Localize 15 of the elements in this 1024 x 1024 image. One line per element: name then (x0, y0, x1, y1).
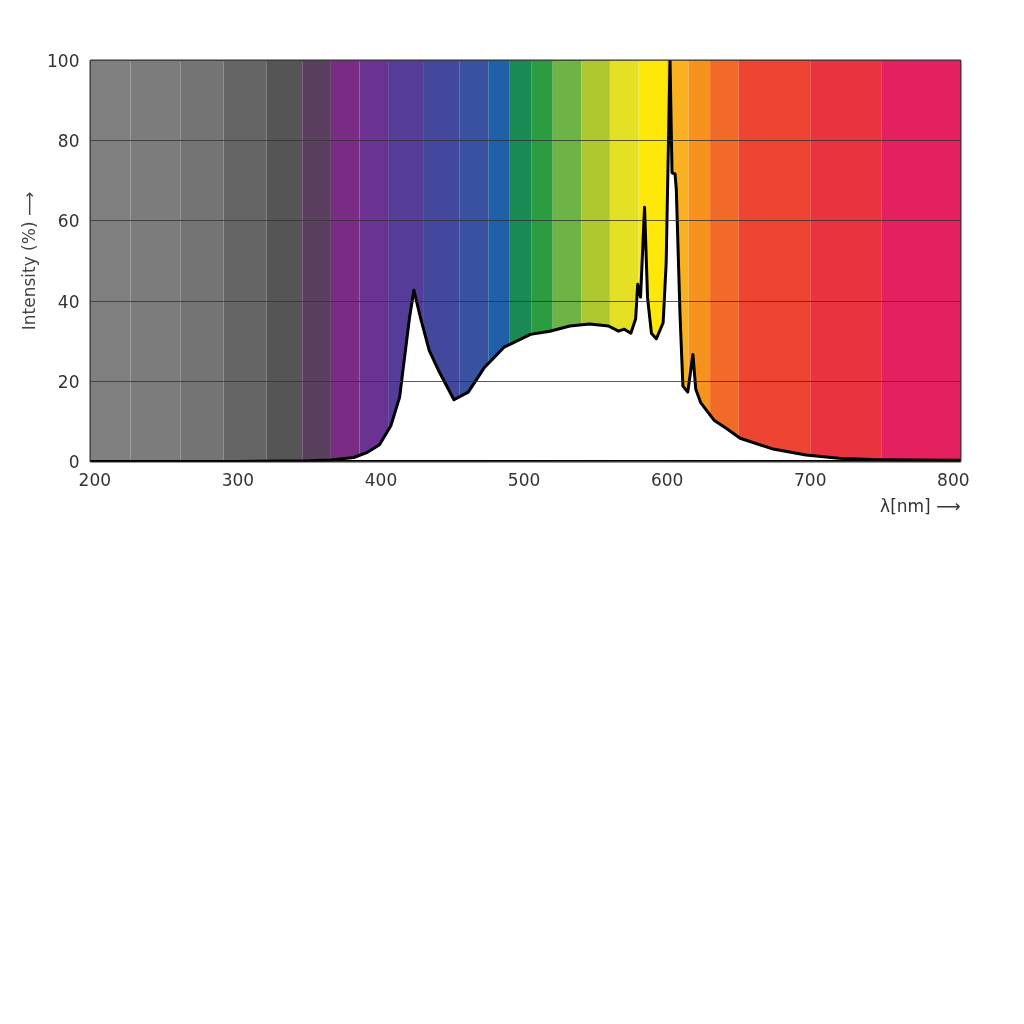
y-tick-label: 60 (57, 211, 80, 232)
x-tick-label: 500 (507, 469, 541, 490)
x-tick-label: 600 (650, 469, 684, 490)
y-tick-label: 20 (57, 371, 80, 392)
x-tick-label: 300 (221, 469, 255, 490)
y-tick-label: 100 (47, 51, 80, 71)
y-axis-title: Intensity (%) ⟶ (19, 191, 40, 331)
y-tick-label: 80 (57, 131, 80, 152)
x-tick-label: 800 (937, 469, 970, 490)
x-axis-title: λ[nm] ⟶ (880, 495, 961, 516)
x-tick-label: 400 (364, 469, 398, 490)
y-tick-label: 0 (68, 452, 80, 472)
y-tick-label: 40 (57, 291, 80, 312)
x-tick-label: 200 (78, 469, 112, 490)
x-tick-label: 700 (794, 469, 827, 490)
